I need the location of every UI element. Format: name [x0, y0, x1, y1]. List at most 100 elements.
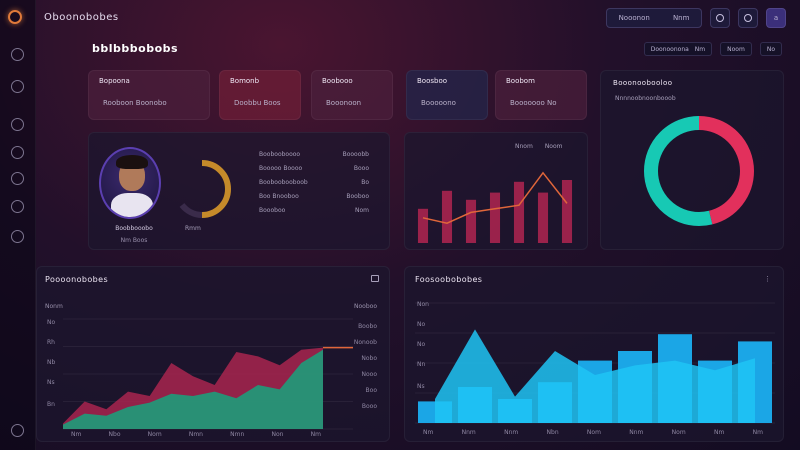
filter-a[interactable]: Doonoonona Nm — [643, 42, 713, 56]
y-tick-right: Nobo — [361, 355, 377, 362]
y-tick-right: Boobo — [358, 323, 377, 330]
page-title: bblbbbobobs — [92, 42, 179, 55]
avatar[interactable] — [99, 147, 161, 219]
stat-card[interactable]: Boobooo Booonoon — [311, 70, 393, 120]
logo-icon[interactable] — [8, 10, 22, 24]
bell-icon — [716, 14, 724, 22]
stat-card[interactable]: Bopoona Rooboon Boonobo — [88, 70, 210, 120]
sub-controls: Doonoonona Nm Noom No — [643, 42, 782, 56]
bar — [441, 190, 453, 243]
stat-card[interactable]: Bomonb Doobbu Boos — [219, 70, 301, 120]
donut-panel: Booonoobooloo Nnnnoobnoonbooob — [600, 70, 784, 250]
area-chart-title: Poooonobobes — [45, 275, 109, 284]
area-series — [63, 349, 323, 429]
y-tick: No — [417, 341, 426, 348]
filter-b[interactable]: Noom — [720, 42, 752, 56]
list-item: Booboobooboob Bo — [259, 178, 369, 186]
x-tick: Nom — [671, 429, 686, 436]
app-title: Oboonobobes — [44, 12, 119, 23]
stat-value: Doobbu Boos — [234, 99, 281, 107]
pie-slice — [644, 116, 754, 226]
circle-icon[interactable] — [11, 48, 24, 61]
stat-value: Booonoon — [326, 99, 362, 107]
area-series — [435, 329, 755, 423]
axis-label-left: Nonm — [45, 303, 63, 310]
donut-subtitle: Nnnnoobnoonbooob — [615, 95, 676, 102]
stat-card[interactable]: Boobom Booooooo No — [495, 70, 587, 120]
profile-button[interactable] — [738, 8, 758, 28]
x-tick: Nnm — [629, 429, 644, 436]
x-tick: Nnm — [461, 429, 476, 436]
power-icon[interactable] — [11, 230, 24, 243]
bar-chart — [415, 302, 775, 424]
axis-label-right: Nooboo — [354, 303, 377, 310]
globe-icon[interactable] — [11, 172, 24, 185]
y-tick: No — [47, 319, 56, 326]
bar — [561, 180, 573, 243]
filter-c[interactable]: No — [759, 42, 782, 56]
profile-role: Nm Boos — [120, 237, 148, 244]
stat-label: Boobom — [506, 77, 535, 85]
area-chart-panel: Poooonobobes Nonm Nooboo No Rh Nb Ns Bn … — [36, 266, 390, 442]
x-tick: Nnm — [504, 429, 519, 436]
user-icon — [744, 14, 752, 22]
bar — [513, 181, 525, 243]
action-button[interactable]: a — [766, 8, 786, 28]
expand-icon[interactable] — [371, 275, 379, 282]
sidebar — [0, 0, 36, 450]
y-tick-right: Booo — [361, 403, 377, 410]
settings-icon[interactable] — [11, 146, 24, 159]
list-item: Booooo Boooo Booo — [259, 164, 369, 172]
stat-value: Rooboon Boonobo — [103, 99, 167, 107]
gauge-arc-track — [179, 203, 203, 218]
bar — [417, 208, 429, 243]
search-text: Nooonon — [618, 14, 650, 22]
gauge-label: Rmm — [185, 225, 201, 232]
filter-a-ext: Nm — [694, 45, 706, 53]
stat-label: Boobooo — [322, 77, 353, 85]
x-ticks: Nm Nnm Nnm Nbn Nom Nnm Nom Nm Nm — [423, 429, 763, 436]
gauge-icon[interactable] — [11, 80, 24, 93]
x-tick: Non — [271, 431, 284, 438]
x-tick: Nm — [713, 429, 725, 436]
help-icon[interactable] — [11, 424, 24, 437]
y-tick: Non — [417, 301, 429, 308]
x-tick: Nmn — [230, 431, 245, 438]
x-tick: Nom — [586, 429, 601, 436]
filter-b-label: Noom — [727, 45, 745, 53]
filter-a-label: Doonoonona — [650, 45, 689, 53]
action-icon: a — [773, 14, 779, 22]
y-tick: No — [417, 321, 426, 328]
notifications-button[interactable] — [710, 8, 730, 28]
legend-item: Nnom — [515, 143, 533, 150]
profile-panel: Boobbooobo Nm Boos Rmm Boobooboooo Boooob… — [88, 132, 390, 250]
bar — [489, 192, 501, 243]
y-tick-right: Nonoob — [353, 339, 377, 346]
x-ticks: Nm Nbo Nom Nmn Nmn Non Nm — [71, 431, 321, 438]
series-line — [422, 171, 568, 224]
bar-chart-title: Foosoobobobes — [415, 275, 483, 284]
chat-icon[interactable] — [11, 200, 24, 213]
search-box[interactable]: Nooonon Nnm — [606, 8, 702, 28]
y-tick: Bn — [47, 401, 55, 408]
donut-chart — [644, 116, 754, 226]
more-icon[interactable]: ⋮ — [764, 275, 771, 283]
list-item: Boooboo Nom — [259, 206, 369, 214]
stat-value: Booooono — [421, 99, 456, 107]
y-tick-right: Boo — [365, 387, 377, 394]
mini-chart-panel: Nnom Noom — [404, 132, 588, 250]
list-item: Boo Bnooboo Booboo — [259, 192, 369, 200]
stat-card[interactable]: Boosboo Booooono — [406, 70, 488, 120]
refresh-icon[interactable] — [11, 118, 24, 131]
legend-item: Noom — [544, 143, 563, 150]
area-chart — [63, 318, 353, 430]
search-ext: Nnm — [672, 14, 690, 22]
list-item: Boobooboooo Boooobb — [259, 150, 369, 158]
y-tick: Nn — [417, 361, 426, 368]
y-tick: Nb — [47, 359, 56, 366]
x-tick: Nbn — [546, 429, 559, 436]
x-tick: Nom — [147, 431, 162, 438]
x-tick: Nm — [752, 429, 763, 436]
bar — [537, 192, 549, 243]
bar-chart-panel: Foosoobobobes ⋮ Non No No Nn Ns Nm Nnm N… — [404, 266, 784, 442]
